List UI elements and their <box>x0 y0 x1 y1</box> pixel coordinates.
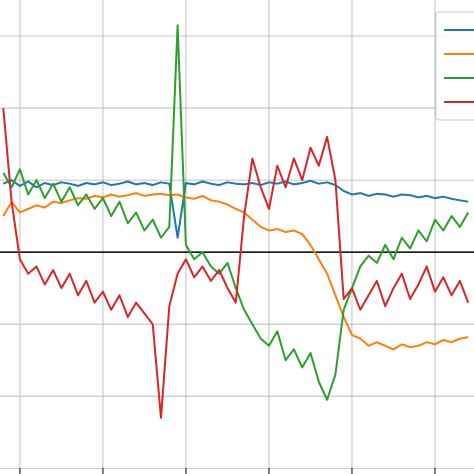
legend-box <box>435 11 474 121</box>
series-line <box>2 192 469 351</box>
series-line <box>2 24 470 401</box>
legend <box>435 11 474 121</box>
series-line <box>2 179 469 239</box>
series-line <box>2 108 470 419</box>
